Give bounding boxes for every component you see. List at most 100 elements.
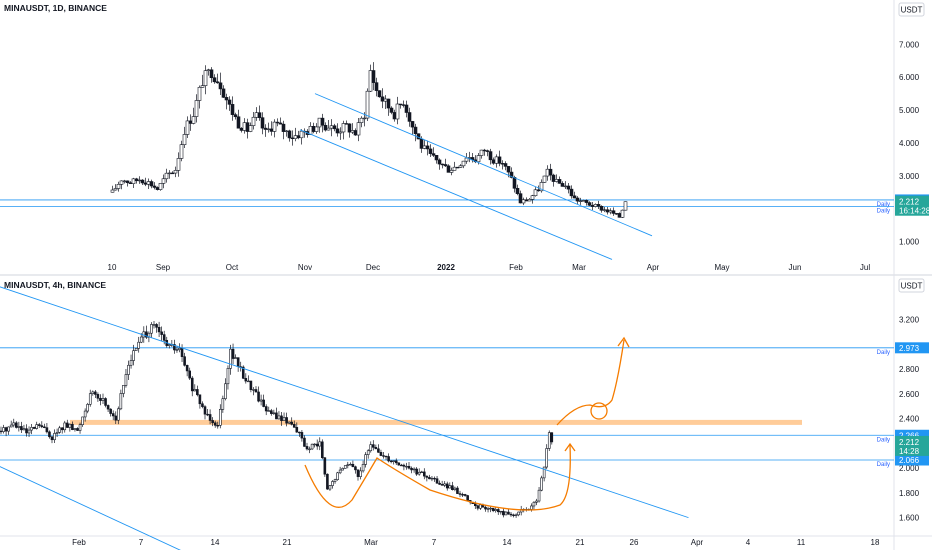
candle-up — [63, 422, 67, 431]
top-time-tick: Jun — [789, 263, 802, 272]
candle-down — [134, 178, 139, 182]
candle-down — [344, 123, 349, 125]
top-currency-badge[interactable] — [898, 2, 925, 17]
candle-down — [463, 494, 467, 496]
candle-down — [300, 432, 304, 439]
candle-down — [407, 112, 412, 122]
candle-up — [124, 374, 128, 386]
candle-up — [287, 421, 291, 424]
candle-down — [614, 213, 619, 215]
candle-up — [554, 179, 559, 182]
top-currency-label: USDT — [901, 6, 923, 15]
bottom-level-tag — [895, 342, 929, 354]
candle-up — [101, 398, 105, 401]
candle-down — [257, 112, 262, 118]
candle-down — [0, 430, 3, 433]
candle-down — [509, 513, 513, 516]
candle-down — [183, 356, 186, 366]
candle-up — [68, 423, 72, 428]
candle-down — [66, 422, 69, 428]
candle-up — [173, 170, 178, 174]
candle-up — [359, 117, 364, 123]
candle-down — [437, 159, 442, 165]
candle-down — [185, 364, 189, 372]
candle-up — [486, 508, 490, 510]
candle-down — [152, 185, 157, 188]
top-channel-upper[interactable] — [314, 93, 653, 237]
bottom-channel-lower[interactable] — [0, 461, 217, 550]
top-chart-panel: 7.000 6.000 5.000 4.000 3.000 1.000 10 Sep Oct No… — [0, 40, 931, 272]
bottom-price-tick: 2.400 — [899, 415, 920, 424]
candle-down — [236, 357, 240, 368]
candle-down — [290, 137, 295, 140]
candle-down — [491, 507, 495, 511]
top-time-tick: 10 — [108, 263, 117, 272]
candle-down — [295, 427, 299, 433]
candle-up — [55, 432, 59, 434]
candle-up — [226, 368, 230, 385]
candle-down — [263, 127, 268, 130]
candle-up — [27, 429, 31, 434]
candle-down — [160, 331, 163, 335]
candle-up — [206, 69, 211, 71]
bottom-time-tick: 7 — [139, 538, 144, 547]
candle-down — [203, 406, 207, 415]
cup-pattern-curve[interactable] — [304, 444, 571, 511]
candle-up — [308, 448, 311, 451]
candle-up — [366, 450, 370, 455]
candle-down — [451, 485, 454, 490]
candle-down — [37, 424, 41, 426]
projection-arrow-head — [617, 336, 630, 348]
candle-up — [58, 427, 61, 433]
candle-down — [433, 477, 436, 480]
candle-down — [443, 164, 448, 167]
candle-down — [431, 153, 436, 156]
candle-down — [389, 460, 393, 463]
candle-up — [452, 166, 457, 171]
candle-up — [530, 195, 535, 200]
candle-up — [412, 468, 416, 471]
candle-up — [578, 200, 583, 202]
candle-up — [127, 364, 130, 375]
candle-up — [129, 360, 133, 366]
candle-down — [239, 127, 244, 131]
candle-down — [461, 494, 464, 496]
projection-path[interactable] — [556, 339, 625, 426]
candle-down — [4, 427, 8, 432]
candle-down — [280, 415, 283, 421]
candle-up — [346, 464, 350, 466]
candle-up — [134, 348, 138, 351]
candle-down — [170, 172, 175, 175]
candle-down — [410, 467, 413, 471]
candle-up — [293, 135, 298, 139]
candle-up — [35, 424, 39, 429]
candle-down — [262, 399, 265, 407]
top-time-tick: Sep — [156, 263, 171, 272]
candle-up — [248, 125, 253, 132]
candle-up — [532, 501, 536, 507]
bottom-channel-upper[interactable] — [0, 283, 689, 519]
candle-down — [491, 159, 496, 164]
candle-down — [94, 391, 97, 395]
candle-up — [453, 487, 457, 490]
candle-down — [326, 473, 329, 490]
candle-up — [277, 415, 281, 420]
bottom-price-tick: 2.000 — [899, 464, 920, 473]
candle-down — [257, 391, 260, 402]
candle-down — [380, 96, 385, 102]
candle-down — [407, 465, 411, 469]
candle-up — [113, 188, 118, 191]
cup-arrow-head — [564, 442, 576, 452]
candle-down — [285, 417, 288, 424]
top-channel-lower[interactable] — [299, 129, 613, 260]
candle-down — [162, 334, 166, 341]
bottom-currency-badge[interactable] — [898, 278, 925, 293]
candle-down — [413, 126, 418, 134]
candle-down — [387, 456, 390, 462]
candle-down — [236, 116, 241, 129]
candle-down — [434, 155, 439, 161]
candle-up — [458, 165, 463, 168]
retest-circle[interactable] — [590, 402, 608, 420]
candle-up — [338, 131, 343, 134]
